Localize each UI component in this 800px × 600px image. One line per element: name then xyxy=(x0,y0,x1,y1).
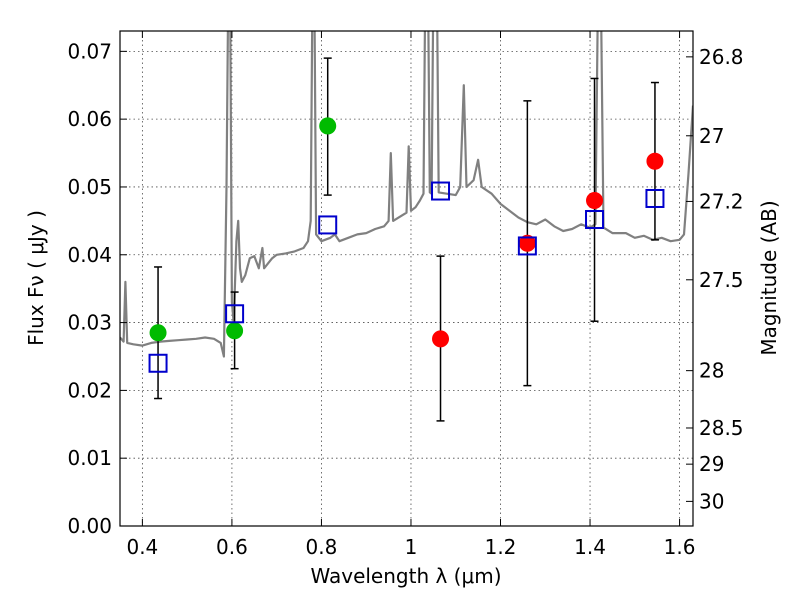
x-tick-label: 1.2 xyxy=(485,535,517,559)
square-marker xyxy=(225,304,245,324)
y-tick-label: 0.07 xyxy=(67,39,112,63)
y-right-axis-label: Magnitude (AB) xyxy=(757,200,781,355)
circle-marker xyxy=(646,152,664,170)
tick-labels: 0.4 0.6 0.8 1 1.2 1.4 1.6 0.00 0.01 0.02 0.03 0.04 0… xyxy=(67,39,743,559)
y-tick-label: 0.03 xyxy=(67,311,112,335)
circle-marker xyxy=(319,117,337,135)
x-tick-label: 0.6 xyxy=(216,535,248,559)
data-markers xyxy=(148,117,665,373)
x-tick-label: 1.6 xyxy=(664,535,696,559)
mag-tick-label: 27 xyxy=(699,124,724,148)
plot-background xyxy=(120,31,693,526)
x-tick-label: 1 xyxy=(405,535,418,559)
square-marker xyxy=(585,210,605,230)
y-tick-label: 0.04 xyxy=(67,243,112,267)
mag-tick-label: 27.5 xyxy=(699,268,744,292)
axis-ticks xyxy=(120,31,693,527)
spectrum-line xyxy=(120,31,693,358)
model-spectrum xyxy=(120,31,693,358)
square-marker xyxy=(148,353,168,373)
y-tick-label: 0.02 xyxy=(67,378,112,402)
mag-tick-label: 28 xyxy=(699,359,724,383)
mag-tick-label: 29 xyxy=(699,452,724,476)
square-marker xyxy=(318,215,338,235)
mag-tick-label: 27.2 xyxy=(699,189,744,213)
x-tick-label: 1.4 xyxy=(574,535,606,559)
y-tick-label: 0.05 xyxy=(67,175,112,199)
mag-tick-label: 28.5 xyxy=(699,416,744,440)
circle-marker xyxy=(226,322,244,340)
square-marker xyxy=(645,188,665,208)
x-tick-label: 0.8 xyxy=(306,535,338,559)
circle-marker xyxy=(586,192,604,210)
y-tick-label: 0.01 xyxy=(67,446,112,470)
circle-marker xyxy=(432,330,450,348)
mag-tick-label: 26.8 xyxy=(699,45,744,69)
x-tick-label: 0.4 xyxy=(126,535,158,559)
square-marker xyxy=(431,181,451,201)
x-axis-label: Wavelength λ (μm) xyxy=(310,564,501,588)
y-tick-label: 0.00 xyxy=(67,514,112,538)
circle-marker xyxy=(149,324,167,342)
mag-tick-label: 30 xyxy=(699,489,724,513)
square-marker xyxy=(517,236,537,256)
y-tick-label: 0.06 xyxy=(67,107,112,131)
plot-frame xyxy=(119,30,694,527)
y-axis-label: Flux Fν ( μJy ) xyxy=(24,210,48,346)
